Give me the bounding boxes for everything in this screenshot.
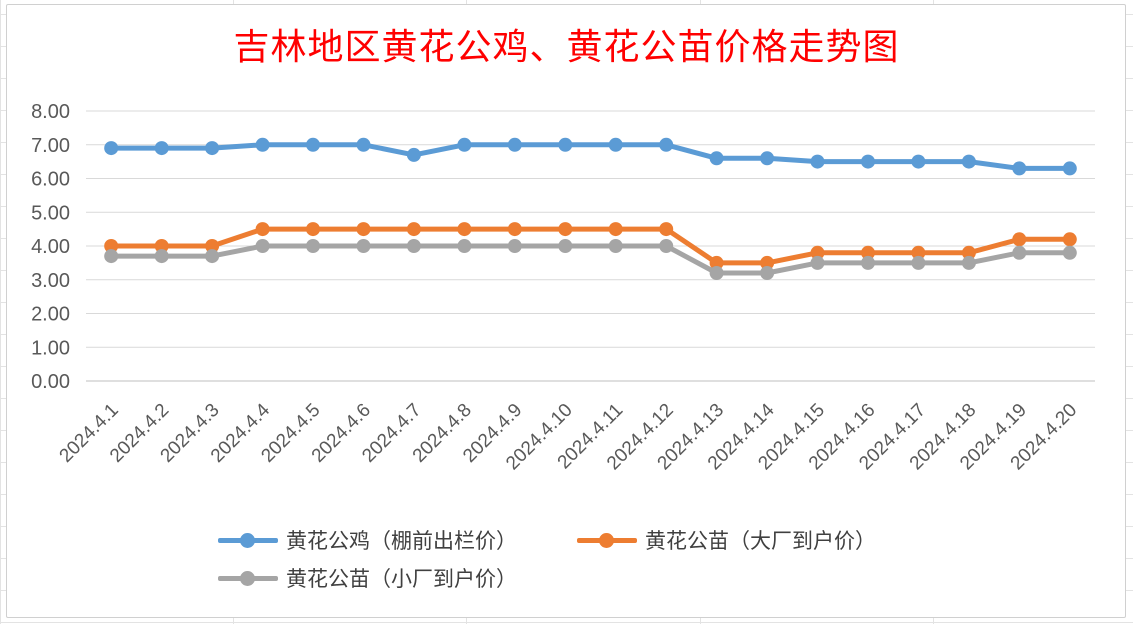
data-point-series-2 [760,255,775,270]
data-point-series-2 [356,222,371,237]
legend-label-series-3: 黄花公苗（小厂到户价） [286,567,517,591]
data-point-series-3 [558,239,573,253]
data-point-series-2 [709,255,724,270]
y-tick-label: 0.00 [31,371,70,393]
data-point-series-1 [406,147,421,162]
legend-item-series-3[interactable]: 黄花公苗（小厂到户价） [218,562,517,594]
legend: 黄花公鸡（棚前出栏价） 黄花公苗（大厂到户价） 黄花公苗（小厂到户价） [0,522,1133,602]
data-point-series-1 [104,141,119,156]
data-point-series-3 [255,239,270,253]
data-point-series-1 [507,137,522,152]
y-tick-label: 2.00 [31,304,70,326]
data-point-series-3 [760,266,775,280]
data-point-series-1 [558,137,573,152]
series-line-1 [108,142,1073,171]
data-point-series-2 [205,239,220,253]
cell-gridline [0,622,1133,623]
data-point-series-2 [1062,232,1077,247]
data-point-series-3 [709,266,724,280]
y-tick-label: 8.00 [31,101,70,123]
data-point-series-2 [961,245,976,260]
chart-title: 吉林地区黄花公鸡、黄花公苗价格走势图 [233,27,900,68]
data-point-series-2 [104,239,119,253]
legend-item-series-2[interactable]: 黄花公苗（大厂到户价） [577,524,876,556]
series-line-2 [108,226,1073,266]
data-point-series-1 [810,154,825,169]
data-point-series-2 [1012,232,1027,247]
data-point-series-1 [255,137,270,152]
data-point-series-2 [406,222,421,237]
data-point-series-3 [356,239,371,253]
data-point-series-1 [961,154,976,169]
data-point-series-1 [760,151,775,166]
data-point-series-3 [961,255,976,270]
data-point-series-3 [608,239,623,253]
data-point-series-1 [1062,161,1077,176]
data-point-series-2 [861,245,875,260]
data-point-series-2 [810,245,825,260]
data-point-series-2 [255,222,270,237]
data-point-series-2 [154,239,169,253]
data-point-series-2 [507,222,522,237]
data-point-series-2 [911,245,926,260]
data-point-series-3 [406,239,421,253]
data-point-series-2 [558,222,573,237]
data-point-series-3 [457,239,472,253]
data-point-series-1 [911,154,926,169]
data-point-series-3 [861,255,875,270]
y-tick-label: 7.00 [31,135,70,157]
data-point-series-1 [659,137,674,152]
data-point-series-3 [810,255,825,270]
data-point-series-3 [911,255,926,270]
chart-area[interactable] [6,4,1126,618]
legend-swatch-series-2 [577,530,637,550]
legend-item-series-1[interactable]: 黄花公鸡（棚前出栏价） [218,524,517,556]
data-point-series-1 [306,137,320,152]
data-point-series-2 [659,222,674,237]
data-point-series-3 [104,249,119,264]
y-tick-label: 4.00 [31,236,70,258]
data-point-series-3 [507,239,522,253]
data-point-series-1 [205,141,220,156]
y-tick-label: 1.00 [31,337,70,359]
data-point-series-1 [861,154,875,169]
data-point-series-3 [306,239,320,253]
legend-label-series-2: 黄花公苗（大厂到户价） [645,529,876,553]
data-point-series-1 [154,141,169,156]
data-point-series-3 [659,239,674,253]
cell-gridline [0,0,1,624]
legend-label-series-1: 黄花公鸡（棚前出栏价） [286,529,517,553]
data-point-series-3 [205,249,220,264]
data-point-series-2 [457,222,472,237]
legend-swatch-series-1 [218,530,278,550]
legend-swatch-series-3 [218,568,278,588]
series-line-3 [108,243,1073,276]
y-tick-label: 6.00 [31,169,70,191]
data-point-series-1 [356,137,371,152]
data-point-series-1 [709,151,724,166]
data-point-series-3 [1012,245,1027,260]
data-point-series-3 [1062,245,1077,260]
data-point-series-2 [608,222,623,237]
data-point-series-1 [1012,161,1027,176]
data-point-series-1 [608,137,623,152]
data-point-series-3 [154,249,169,264]
data-point-series-2 [306,222,320,237]
y-tick-label: 5.00 [31,202,70,224]
data-point-series-1 [457,137,472,152]
y-tick-label: 3.00 [31,270,70,292]
